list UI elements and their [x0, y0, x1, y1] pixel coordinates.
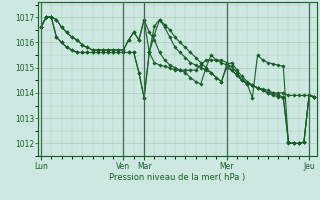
X-axis label: Pression niveau de la mer( hPa ): Pression niveau de la mer( hPa ) — [109, 173, 246, 182]
